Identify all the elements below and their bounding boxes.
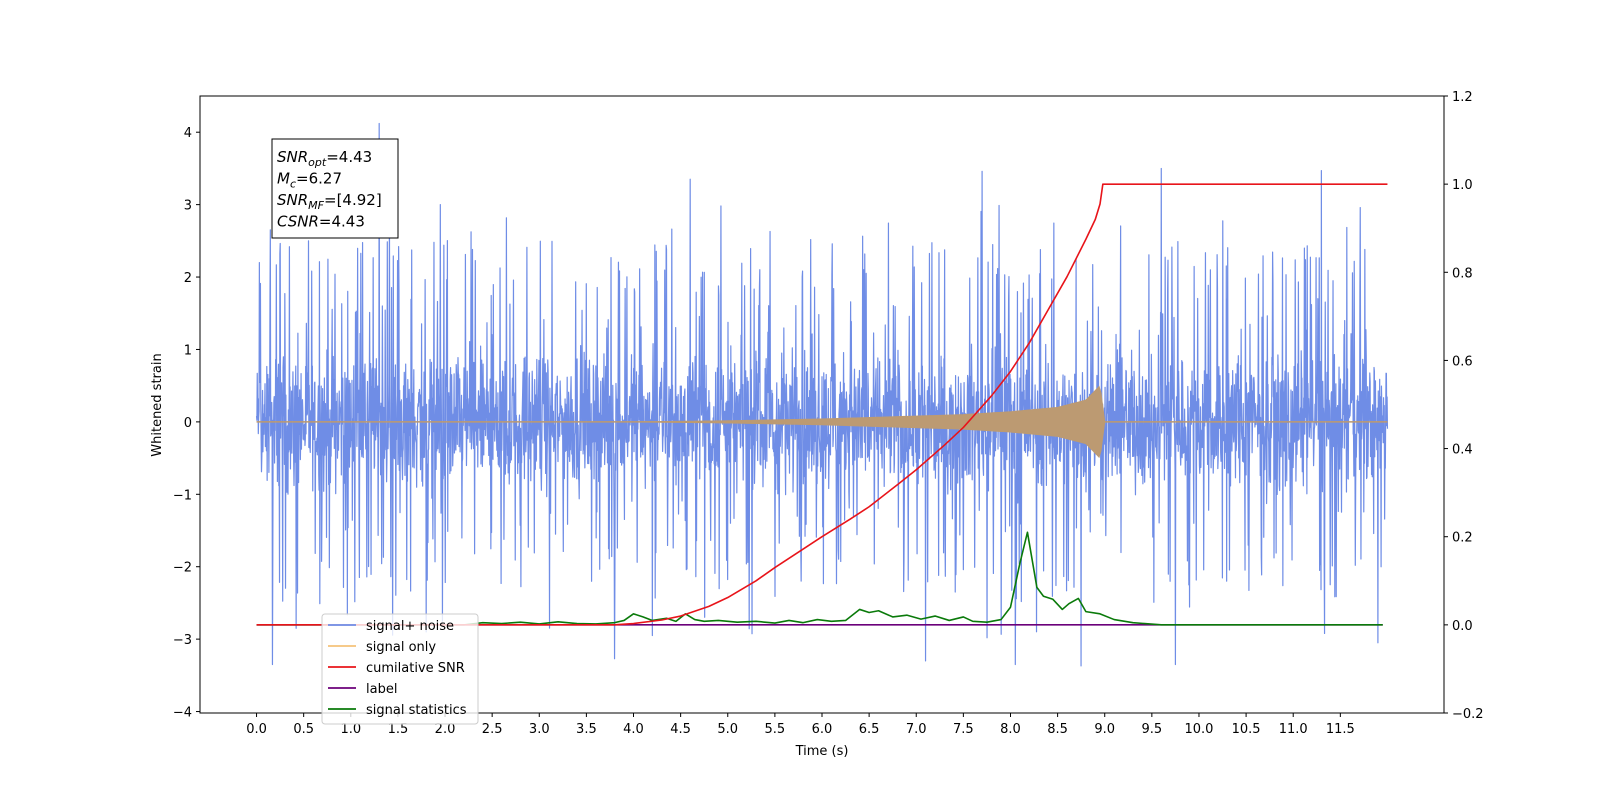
x-tick-label: 11.5 (1326, 722, 1355, 737)
x-tick-label: 5.5 (765, 722, 786, 737)
series-signal-statistics (256, 531, 1383, 626)
x-axis: 0.0 0.5 1.0 1.5 2.0 2.5 3.0 3.5 4.0 4.5 5.0 5.5 6.0 6… (246, 713, 1355, 737)
noise-layer (255, 122, 1389, 667)
y-tick-label: 4 (184, 126, 192, 141)
x-tick-label: 2.0 (435, 722, 456, 737)
x-tick-label: 1.0 (340, 722, 361, 737)
legend-label: signal statistics (366, 703, 467, 718)
y2-tick-label: 0.8 (1452, 266, 1473, 281)
legend-label: label (366, 682, 397, 697)
annotation-box (271, 138, 399, 239)
y2-tick-label: 0.2 (1452, 531, 1473, 546)
x-tick-label: 8.0 (1000, 722, 1021, 737)
y-tick-label: −2 (173, 561, 192, 576)
x-tick-label: 11.0 (1279, 722, 1308, 737)
legend-box (321, 613, 479, 725)
y2-tick-label: 0.0 (1452, 619, 1473, 634)
annotation-line: SNRopt=4.43 (277, 148, 372, 169)
legend: signal+ noise signal only cumilative SNR la… (321, 613, 479, 725)
y-axis-right: −0.2 0.0 0.2 0.4 0.6 0.8 1.0 1.2 (1444, 90, 1484, 722)
x-tick-label: 9.0 (1094, 722, 1115, 737)
x-tick-label: 7.0 (906, 722, 927, 737)
y-axis-label: Whitened strain (150, 353, 165, 456)
y2-tick-label: −0.2 (1452, 707, 1484, 722)
x-tick-label: 4.5 (670, 722, 691, 737)
x-tick-label: 6.0 (812, 722, 833, 737)
signal-layer (256, 385, 1388, 459)
x-tick-label: 2.5 (482, 722, 503, 737)
legend-label: signal only (366, 640, 436, 655)
annotation-line: SNRMF=[4.92] (277, 191, 382, 212)
x-axis-label: Time (s) (795, 744, 849, 759)
y-tick-label: −1 (173, 488, 192, 503)
legend-label: signal+ noise (366, 619, 454, 634)
x-tick-label: 3.5 (576, 722, 597, 737)
x-tick-label: 10.0 (1184, 722, 1213, 737)
x-tick-label: 5.0 (717, 722, 738, 737)
y-tick-label: 3 (184, 199, 192, 214)
y-tick-label: 0 (184, 416, 192, 431)
x-tick-label: 9.5 (1142, 722, 1163, 737)
x-tick-label: 4.0 (623, 722, 644, 737)
x-tick-label: 3.0 (529, 722, 550, 737)
x-tick-label: 7.5 (953, 722, 974, 737)
x-tick-label: 6.5 (859, 722, 880, 737)
x-tick-label: 8.5 (1047, 722, 1068, 737)
legend-label: cumilative SNR (366, 661, 465, 676)
annotation-line: CSNR=4.43 (277, 213, 365, 231)
series-cumilative-snr (256, 183, 1388, 626)
y2-tick-label: 0.4 (1452, 443, 1473, 458)
y-axis-left: −4 −3 −2 −1 0 1 2 3 4 (173, 126, 200, 721)
x-tick-label: 10.5 (1232, 722, 1261, 737)
y2-tick-label: 1.2 (1452, 90, 1473, 105)
y-tick-label: −4 (173, 706, 192, 721)
y-tick-label: 1 (184, 343, 192, 358)
x-tick-label: 1.5 (388, 722, 409, 737)
annotation-line: Mc=6.27 (277, 170, 342, 191)
y2-tick-label: 1.0 (1452, 178, 1473, 193)
x-tick-label: 0.5 (293, 722, 314, 737)
x-tick-label: 0.0 (246, 722, 267, 737)
y-tick-label: 2 (184, 271, 192, 286)
y-tick-label: −3 (173, 633, 192, 648)
y2-tick-label: 0.6 (1452, 354, 1473, 369)
series-signal-noise (255, 122, 1389, 667)
